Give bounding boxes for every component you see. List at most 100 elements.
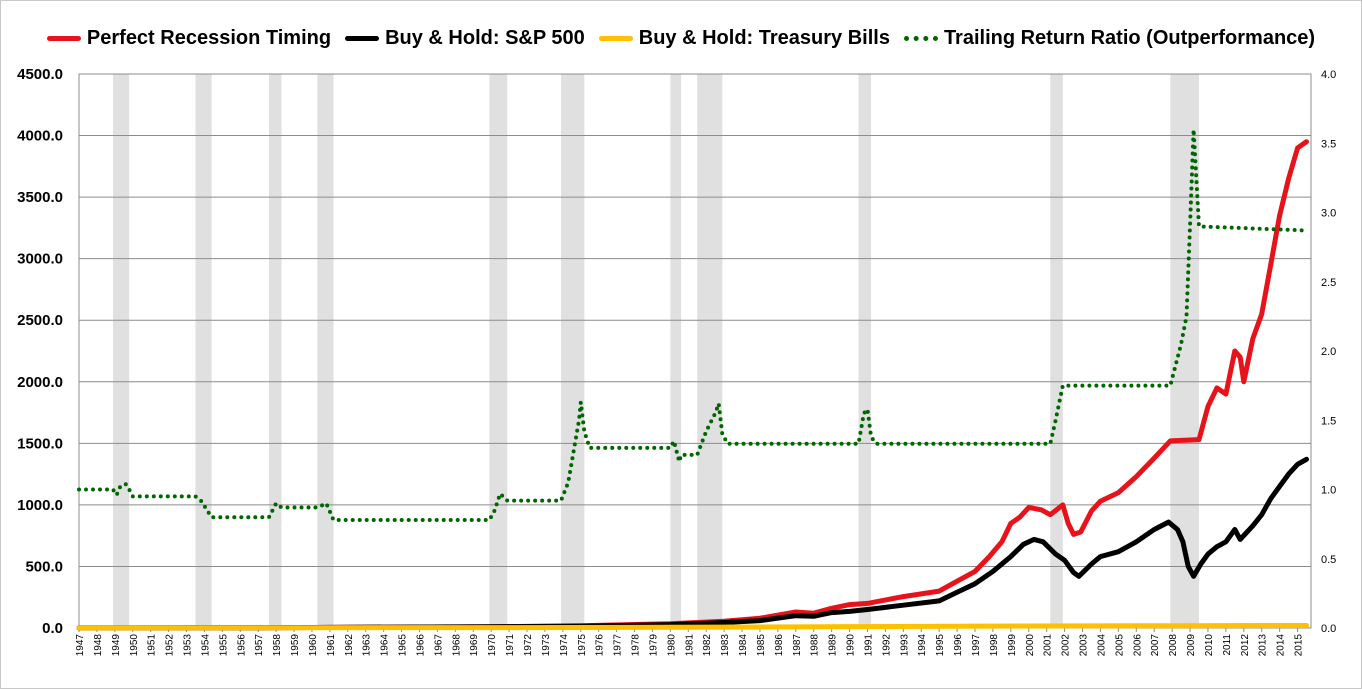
legend-swatch bbox=[598, 35, 633, 41]
x-tick-label: 1958 bbox=[272, 634, 283, 657]
legend-item-buy-hold-s-p-500: Buy & Hold: S&P 500 bbox=[345, 27, 585, 50]
x-tick-label: 1982 bbox=[702, 634, 713, 657]
x-tick-label: 1971 bbox=[505, 634, 516, 657]
x-tick-label: 1956 bbox=[236, 634, 247, 657]
x-tick-label: 1986 bbox=[774, 634, 785, 657]
series-trailing-return-ratio-outperformance bbox=[77, 127, 1309, 522]
y-tick-label: 2000.0 bbox=[17, 374, 63, 391]
chart-legend: Perfect Recession Timing Buy & Hold: S&P … bbox=[1, 23, 1361, 53]
x-tick-label: 1989 bbox=[828, 634, 839, 657]
x-tick-label: 1995 bbox=[935, 634, 946, 657]
y2-tick-label: 4.0 bbox=[1321, 69, 1336, 81]
y-tick-label: 3500.0 bbox=[17, 189, 63, 206]
x-tick-label: 1948 bbox=[93, 634, 104, 657]
x-tick-label: 1981 bbox=[684, 634, 695, 657]
recession-band-11 bbox=[1170, 74, 1199, 628]
y2-tick-label: 0.5 bbox=[1321, 554, 1336, 566]
series-buy-hold-treasury-bills bbox=[76, 623, 1309, 631]
x-tick-label: 2010 bbox=[1204, 634, 1215, 657]
x-tick-label: 1978 bbox=[631, 634, 642, 657]
x-tick-label: 1980 bbox=[666, 634, 677, 657]
x-tick-label: 2000 bbox=[1025, 634, 1036, 657]
x-tick-label: 2004 bbox=[1096, 634, 1107, 657]
legend-label: Buy & Hold: Treasury Bills bbox=[638, 26, 890, 49]
recession-band-6 bbox=[561, 74, 585, 628]
recession-band-7 bbox=[670, 74, 682, 628]
x-tick-label: 2006 bbox=[1132, 634, 1143, 657]
x-tick-label: 1976 bbox=[595, 634, 606, 657]
x-tick-label: 1972 bbox=[523, 634, 534, 657]
legend-label: Trailing Return Ratio (Outperformance) bbox=[943, 26, 1316, 49]
x-tick-label: 2011 bbox=[1222, 634, 1233, 656]
x-tick-label: 2013 bbox=[1258, 634, 1269, 657]
x-tick-label: 2009 bbox=[1186, 634, 1197, 657]
recession-band-10 bbox=[1050, 74, 1063, 628]
x-tick-label: 1954 bbox=[200, 634, 211, 657]
recession-band-1 bbox=[113, 74, 130, 628]
y-tick-label: 0.0 bbox=[42, 620, 63, 637]
x-tick-label: 1961 bbox=[326, 634, 337, 657]
x-tick-label: 1973 bbox=[541, 634, 552, 657]
recession-band-8 bbox=[697, 74, 723, 628]
x-tick-label: 1985 bbox=[756, 634, 767, 657]
x-tick-label: 1968 bbox=[451, 634, 462, 657]
x-tick-label: 1963 bbox=[362, 634, 373, 657]
x-tick-label: 1983 bbox=[720, 634, 731, 657]
x-tick-label: 1947 bbox=[75, 634, 86, 657]
x-tick-label: 1994 bbox=[917, 634, 928, 657]
y2-tick-label: 1.0 bbox=[1321, 485, 1336, 497]
x-tick-label: 1970 bbox=[487, 634, 498, 657]
x-tick-label: 2003 bbox=[1079, 634, 1090, 657]
x-tick-label: 1957 bbox=[254, 634, 265, 657]
x-tick-label: 2012 bbox=[1240, 634, 1251, 657]
x-tick-label: 1965 bbox=[398, 634, 409, 657]
x-tick-label: 1953 bbox=[183, 634, 194, 657]
x-tick-label: 1969 bbox=[469, 634, 480, 657]
y-tick-label: 1500.0 bbox=[17, 435, 63, 452]
x-tick-label: 1979 bbox=[648, 634, 659, 657]
x-tick-label: 1993 bbox=[899, 634, 910, 657]
x-tick-label: 2002 bbox=[1061, 634, 1072, 657]
y2-tick-label: 2.0 bbox=[1321, 346, 1336, 358]
y-tick-label: 4500.0 bbox=[17, 66, 63, 83]
y2-tick-label: 2.5 bbox=[1321, 277, 1336, 289]
x-tick-label: 1966 bbox=[415, 634, 426, 657]
y-tick-label: 1000.0 bbox=[17, 497, 63, 514]
x-tick-label: 1959 bbox=[290, 634, 301, 657]
recession-band-5 bbox=[489, 74, 508, 628]
x-tick-label: 1951 bbox=[147, 634, 158, 657]
x-tick-label: 1992 bbox=[881, 634, 892, 657]
x-tick-label: 1997 bbox=[971, 634, 982, 657]
x-tick-label: 1967 bbox=[433, 634, 444, 657]
x-tick-label: 1988 bbox=[810, 634, 821, 657]
series-perfect-recession-timing bbox=[76, 139, 1309, 631]
x-tick-label: 1949 bbox=[111, 634, 122, 657]
x-tick-label: 1996 bbox=[953, 634, 964, 657]
x-tick-label: 1990 bbox=[846, 634, 857, 657]
series-buy-hold-s-p-500 bbox=[76, 456, 1309, 631]
x-tick-label: 1998 bbox=[989, 634, 1000, 657]
legend-item-perfect-recession-timing: Perfect Recession Timing bbox=[46, 26, 332, 50]
x-tick-label: 1950 bbox=[129, 634, 140, 657]
legend-swatch bbox=[903, 35, 938, 41]
recession-band-9 bbox=[858, 74, 872, 628]
y-tick-label: 3000.0 bbox=[17, 251, 63, 268]
x-tick-label: 1984 bbox=[738, 634, 749, 657]
legend-label: Buy & Hold: S&P 500 bbox=[385, 26, 585, 49]
x-tick-label: 2014 bbox=[1276, 634, 1287, 657]
x-tick-label: 1955 bbox=[218, 634, 229, 657]
x-tick-label: 2001 bbox=[1043, 634, 1054, 657]
x-tick-label: 1974 bbox=[559, 634, 570, 657]
y2-tick-label: 3.5 bbox=[1321, 138, 1336, 150]
legend-label: Perfect Recession Timing bbox=[86, 26, 332, 49]
recession-band-2 bbox=[195, 74, 212, 628]
legend-item-trailing-return-ratio-outperformance: Trailing Return Ratio (Outperformance) bbox=[903, 26, 1316, 50]
y-tick-label: 4000.0 bbox=[17, 128, 63, 145]
x-tick-label: 1977 bbox=[613, 634, 624, 657]
legend-swatch bbox=[345, 35, 380, 41]
x-tick-label: 2007 bbox=[1150, 634, 1161, 657]
y-tick-label: 500.0 bbox=[25, 558, 63, 575]
x-tick-label: 1964 bbox=[380, 634, 391, 657]
